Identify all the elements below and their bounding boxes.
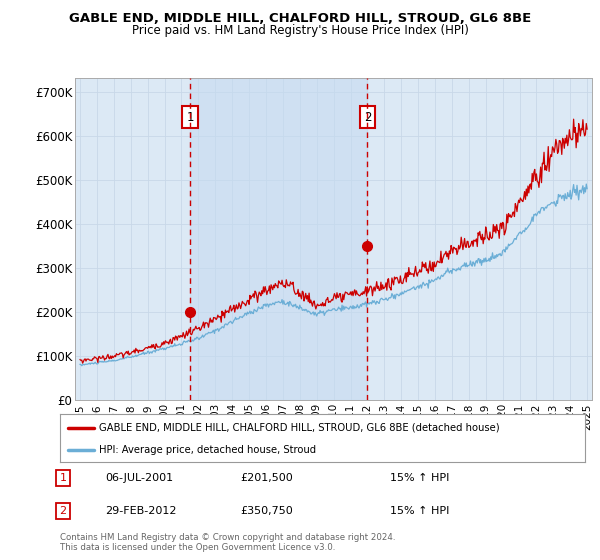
- Text: 1: 1: [59, 473, 67, 483]
- Text: Price paid vs. HM Land Registry's House Price Index (HPI): Price paid vs. HM Land Registry's House …: [131, 24, 469, 37]
- Bar: [190, 78, 367, 400]
- Text: 15% ↑ HPI: 15% ↑ HPI: [390, 506, 449, 516]
- Text: 15% ↑ HPI: 15% ↑ HPI: [390, 473, 449, 483]
- Text: 06-JUL-2001: 06-JUL-2001: [105, 473, 173, 483]
- Text: 2: 2: [59, 506, 67, 516]
- Text: This data is licensed under the Open Government Licence v3.0.: This data is licensed under the Open Gov…: [60, 543, 335, 552]
- Text: £350,750: £350,750: [240, 506, 293, 516]
- Text: HPI: Average price, detached house, Stroud: HPI: Average price, detached house, Stro…: [100, 445, 317, 455]
- Text: GABLE END, MIDDLE HILL, CHALFORD HILL, STROUD, GL6 8BE: GABLE END, MIDDLE HILL, CHALFORD HILL, S…: [69, 12, 531, 25]
- Text: 29-FEB-2012: 29-FEB-2012: [105, 506, 176, 516]
- Text: GABLE END, MIDDLE HILL, CHALFORD HILL, STROUD, GL6 8BE (detached house): GABLE END, MIDDLE HILL, CHALFORD HILL, S…: [100, 423, 500, 433]
- Text: £201,500: £201,500: [240, 473, 293, 483]
- Text: 2: 2: [364, 110, 371, 124]
- Text: Contains HM Land Registry data © Crown copyright and database right 2024.: Contains HM Land Registry data © Crown c…: [60, 533, 395, 542]
- Text: 1: 1: [186, 110, 194, 124]
